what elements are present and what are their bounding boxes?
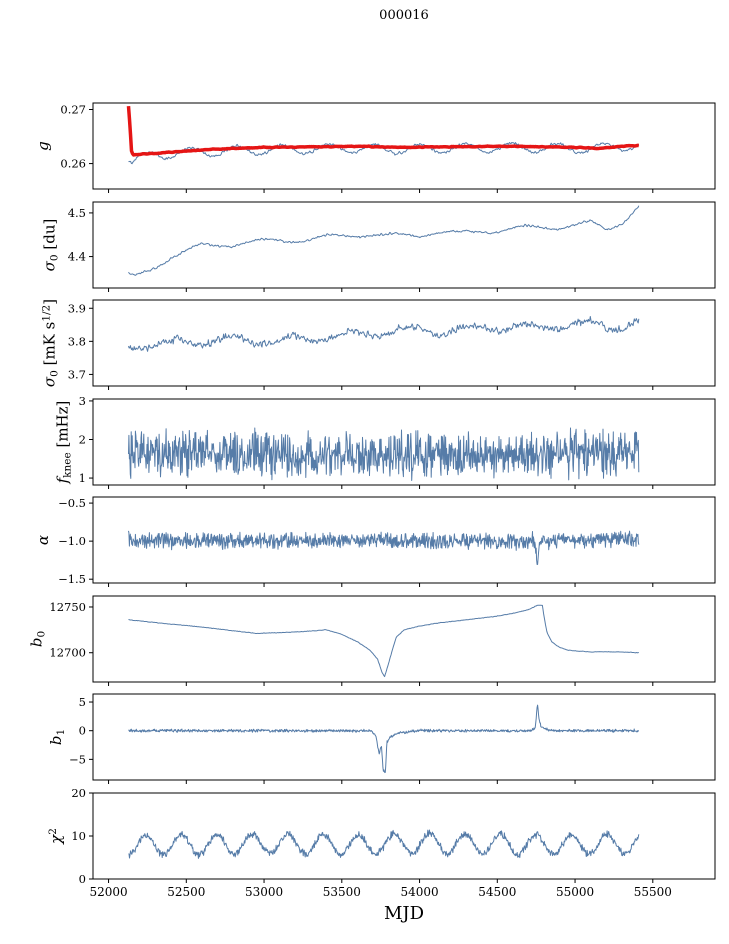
svg-text:−0.5: −0.5 xyxy=(58,496,86,510)
y-axis-label-fknee: fknee [mHz] xyxy=(54,400,74,484)
series-b0-0 xyxy=(128,604,639,677)
axes-frame xyxy=(92,102,716,190)
subplot-sigma0-du: 4.4 4.5 σ0 [du] xyxy=(41,201,716,292)
axes-frame xyxy=(92,299,716,387)
svg-text:−1.5: −1.5 xyxy=(58,572,86,586)
svg-text:3.7: 3.7 xyxy=(68,367,86,381)
axes-frame xyxy=(92,693,716,781)
y-ticks: 0 10 20 xyxy=(71,786,93,886)
axes-frame xyxy=(92,201,716,288)
y-axis-label-sigma0-du: σ0 [du] xyxy=(41,218,61,271)
svg-text:0: 0 xyxy=(79,872,86,886)
y-axis-label-b0: b0 xyxy=(28,630,48,646)
x-ticks: 52000 52500 53000 53500 54000 54500 55000 55500 xyxy=(89,878,672,899)
x-tick-label: 54000 xyxy=(400,885,438,899)
svg-text:0.27: 0.27 xyxy=(60,102,86,116)
svg-text:5: 5 xyxy=(79,695,86,709)
y-ticks: −5 0 5 xyxy=(69,695,93,766)
svg-text:3.9: 3.9 xyxy=(68,301,86,315)
x-ticks xyxy=(108,681,654,686)
y-axis-label-chi2: χ2 xyxy=(47,828,65,845)
subplot-g: 0.26 0.27 g xyxy=(34,102,716,193)
y-ticks: 4.4 4.5 xyxy=(68,205,93,263)
svg-text:20: 20 xyxy=(71,786,86,800)
svg-text:1: 1 xyxy=(79,471,86,485)
subplot-alpha: −1.5 −1.0 −0.5 α xyxy=(34,496,716,587)
svg-text:12750: 12750 xyxy=(49,599,86,613)
series-fknee-0 xyxy=(128,426,640,481)
axes-frame xyxy=(92,792,716,879)
subplot-b1: −5 0 5 b1 xyxy=(47,693,716,784)
x-ticks xyxy=(108,386,654,390)
subplot-b0: 12700 12750 b0 xyxy=(28,595,716,686)
svg-text:0: 0 xyxy=(79,724,86,738)
x-tick-label: 53500 xyxy=(323,885,361,899)
x-ticks xyxy=(108,583,654,587)
y-ticks: 1 2 3 xyxy=(79,393,93,485)
svg-text:−1.0: −1.0 xyxy=(58,534,86,548)
subplot-fknee: 1 2 3 fknee [mHz] xyxy=(54,393,716,489)
axes-frame xyxy=(92,595,716,682)
y-axis-label-sigma0-mK: σ0 [mK s1/2] xyxy=(41,299,61,387)
svg-text:0.26: 0.26 xyxy=(60,157,86,171)
figure-title: 000016 xyxy=(379,8,429,23)
x-tick-label: 52000 xyxy=(89,885,127,899)
x-tick-label: 54500 xyxy=(478,885,516,899)
axes-frame xyxy=(92,496,716,584)
svg-text:10: 10 xyxy=(71,829,86,843)
y-axis-label-g: g xyxy=(34,141,52,151)
x-ticks xyxy=(108,287,654,292)
axes-frame xyxy=(92,398,716,485)
y-ticks: 12700 12750 xyxy=(49,599,93,659)
subplot-sigma0-mK: 3.7 3.8 3.9 σ0 [mK s1/2] xyxy=(41,299,716,390)
x-ticks xyxy=(108,484,654,489)
x-axis-label: MJD xyxy=(383,903,425,924)
subplot-chi2: 0 10 20 52000 52500 53000 53500 54000 54500 55000… xyxy=(47,786,716,899)
x-ticks xyxy=(108,780,654,784)
svg-text:4.4: 4.4 xyxy=(68,249,86,263)
y-ticks: −1.5 −1.0 −0.5 xyxy=(58,496,93,586)
svg-text:3.8: 3.8 xyxy=(68,334,86,348)
x-tick-label: 55000 xyxy=(556,885,594,899)
svg-text:4.5: 4.5 xyxy=(68,205,86,219)
x-ticks xyxy=(108,189,654,193)
y-ticks: 3.7 3.8 3.9 xyxy=(68,301,93,381)
svg-text:3: 3 xyxy=(79,393,86,407)
series-g-1 xyxy=(126,105,640,157)
svg-text:2: 2 xyxy=(79,432,86,446)
x-tick-label: 53000 xyxy=(245,885,283,899)
svg-text:12700: 12700 xyxy=(49,645,86,659)
series-chi2-0 xyxy=(128,828,640,859)
x-tick-label: 55500 xyxy=(634,885,672,899)
series-sigma0-mK-0 xyxy=(128,315,640,352)
series-sigma0-du-0 xyxy=(128,205,640,276)
x-tick-label: 52500 xyxy=(167,885,205,899)
y-ticks: 0.26 0.27 xyxy=(60,102,93,171)
y-axis-label-alpha: α xyxy=(34,535,52,545)
y-axis-label-b1: b1 xyxy=(47,729,67,745)
svg-text:−5: −5 xyxy=(69,752,86,766)
series-b1-0 xyxy=(128,704,639,774)
series-alpha-0 xyxy=(128,530,640,565)
